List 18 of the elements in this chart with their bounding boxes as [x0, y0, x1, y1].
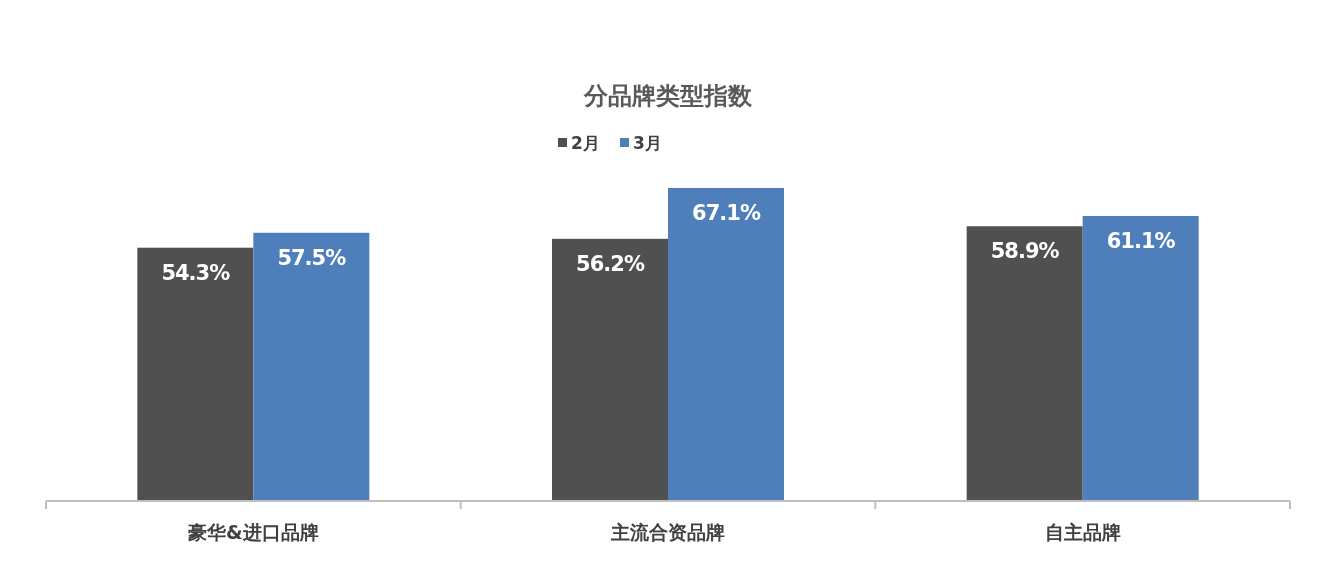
data-label: 57.5%: [277, 245, 347, 270]
legend-label: 3月: [633, 133, 662, 153]
bar: [1082, 215, 1199, 501]
chart-title: 分品牌类型指数: [583, 82, 753, 110]
data-label: 67.1%: [692, 201, 761, 225]
data-label: 54.3%: [161, 260, 231, 285]
data-label: 56.2%: [576, 251, 645, 276]
bar: [668, 188, 784, 501]
data-label: 58.9%: [990, 239, 1060, 264]
bar: [137, 247, 254, 501]
legend-label: 2月: [571, 133, 600, 153]
x-tick-label: 自主品牌: [1044, 521, 1121, 543]
x-tick-label: 豪华&进口品牌: [187, 521, 319, 543]
bar: [966, 226, 1083, 501]
data-label: 61.1%: [1106, 228, 1176, 253]
bar: [552, 238, 668, 501]
x-tick-label: 主流合资品牌: [610, 521, 725, 543]
bar: [253, 232, 370, 501]
